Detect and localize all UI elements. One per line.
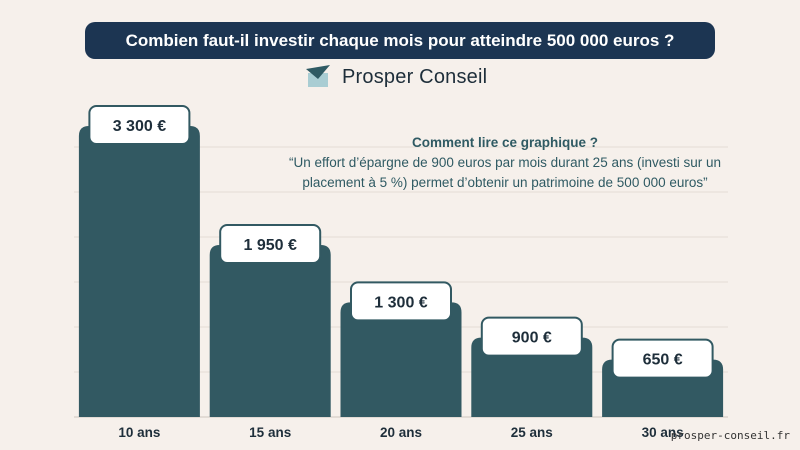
value-label: 650 € — [643, 352, 683, 369]
value-label: 3 300 € — [113, 118, 166, 135]
chart-title: Combien faut-il investir chaque mois pou… — [125, 30, 675, 50]
brand-logo: Prosper Conseil — [304, 63, 487, 91]
x-tick-label: 25 ans — [511, 425, 553, 440]
bar — [471, 337, 593, 417]
x-tick-label: 30 ans — [642, 425, 684, 440]
bar — [209, 245, 331, 417]
bar — [340, 302, 462, 417]
paper-plane-icon — [306, 65, 330, 87]
reading-guide: Comment lire ce graphique ? “Un effort d… — [280, 133, 730, 193]
value-label: 900 € — [512, 330, 552, 347]
x-tick-label: 20 ans — [380, 425, 422, 440]
value-label-box — [350, 281, 452, 322]
reading-guide-title: Comment lire ce graphique ? — [411, 135, 599, 150]
x-tick-label: 10 ans — [118, 425, 160, 440]
value-label-box — [480, 316, 583, 357]
x-tick-label: 15 ans — [249, 425, 291, 440]
bar — [78, 126, 200, 417]
footer-url: prosper-conseil.fr — [670, 429, 790, 442]
brand-name: Prosper Conseil — [342, 65, 488, 88]
value-label-box — [88, 105, 191, 145]
title-banner: Combien faut-il investir chaque mois pou… — [85, 22, 715, 59]
reading-guide-body: “Un effort d’épargne de 900 euros par mo… — [289, 155, 721, 190]
value-label: 1 950 € — [244, 237, 297, 254]
value-label-box — [611, 338, 714, 379]
value-label-box — [219, 224, 322, 265]
value-label: 1 300 € — [374, 294, 427, 311]
